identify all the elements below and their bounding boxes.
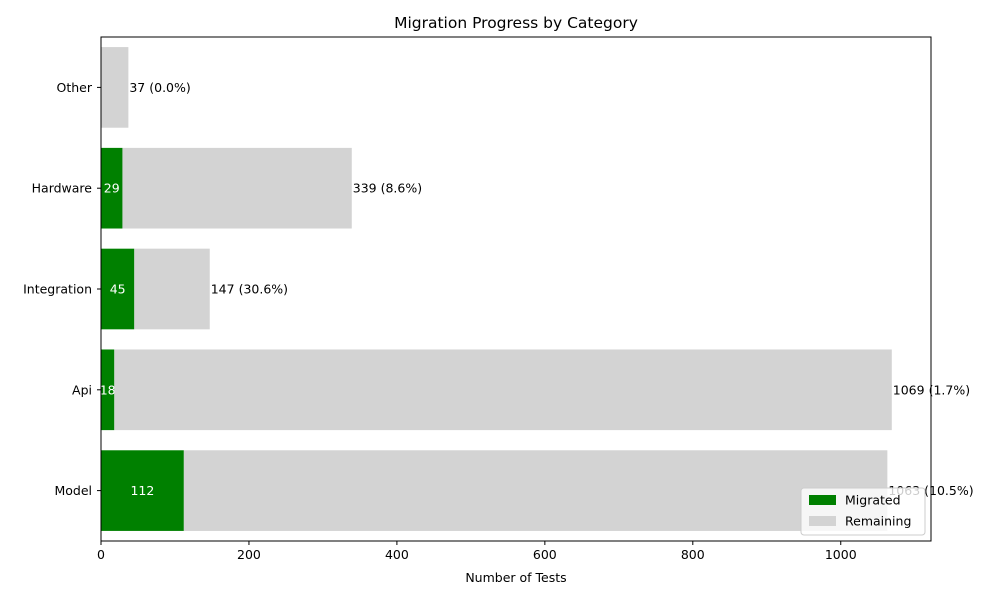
total-label-integration: 147 (30.6%) [211, 282, 288, 297]
y-tick-label-model: Model [54, 483, 92, 498]
y-tick-label-api: Api [72, 382, 92, 397]
legend-swatch-remaining [809, 516, 836, 526]
legend-label-migrated: Migrated [845, 493, 901, 508]
legend-label-remaining: Remaining [845, 514, 911, 529]
bar-migrated-hardware [101, 147, 123, 229]
legend: Migrated Remaining [800, 487, 926, 536]
total-label-other: 37 (0.0%) [129, 80, 190, 95]
bar-remaining-api [114, 349, 892, 431]
bar-migrated-integration [101, 248, 135, 330]
bar-value-label-model: 112 [130, 483, 154, 498]
chart-title: Migration Progress by Category [394, 14, 638, 32]
x-tick-label: 1000 [825, 547, 857, 562]
x-tick-label: 600 [533, 547, 557, 562]
bars-group: 112 1063 (10.5%)18 1069 (1.7%)45 147 (30.6%… [100, 47, 974, 531]
bar-value-label-api: 18 [100, 382, 116, 397]
bar-migrated-model [101, 450, 184, 531]
bar-value-label-integration: 45 [110, 282, 126, 297]
bar-remaining-integration [134, 248, 210, 330]
x-axis: 0 200 400 600 800 1000 [97, 541, 857, 562]
x-tick-label: 400 [385, 547, 409, 562]
legend-swatch-migrated [809, 495, 836, 505]
bar-remaining-model [183, 450, 888, 531]
total-label-hardware: 339 (8.6%) [353, 181, 422, 196]
bar-remaining-hardware [122, 147, 352, 229]
x-tick-label: 800 [681, 547, 705, 562]
y-tick-label-other: Other [57, 80, 93, 95]
x-tick-label: 0 [97, 547, 105, 562]
bar-value-label-hardware: 29 [104, 181, 120, 196]
bar-remaining-other [101, 47, 129, 128]
x-axis-label: Number of Tests [465, 570, 566, 585]
x-tick-label: 200 [237, 547, 261, 562]
y-axis: Model Api Integration Hardware Other [23, 80, 101, 498]
y-tick-label-integration: Integration [23, 282, 92, 297]
bar-migrated-api [101, 349, 115, 431]
y-tick-label-hardware: Hardware [32, 181, 93, 196]
